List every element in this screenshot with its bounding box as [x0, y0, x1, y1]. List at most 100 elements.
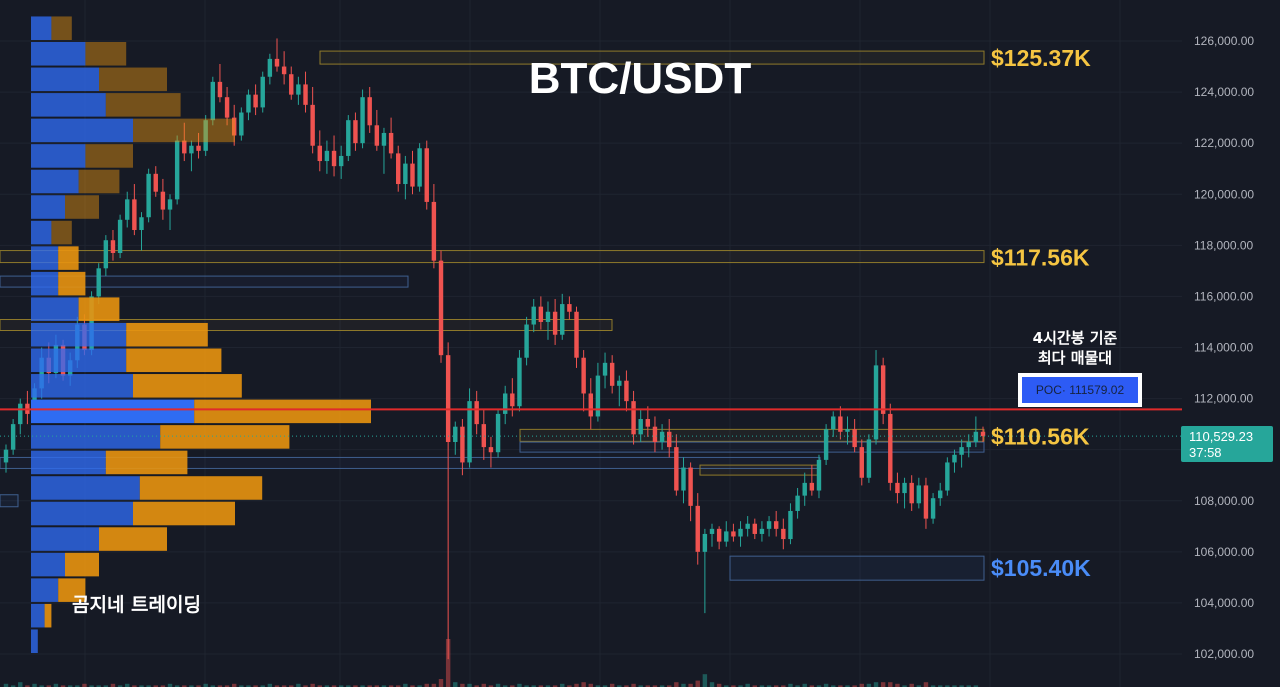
y-axis: 126,000.00 124,000.00 122,000.00 120,000.00… [1194, 34, 1254, 661]
profile-down-bar [51, 16, 72, 40]
y-tick-label: 126,000.00 [1194, 34, 1254, 48]
candle-body [303, 84, 308, 105]
candle-body [289, 74, 294, 95]
candle-body [146, 173, 151, 218]
candle-body [945, 462, 950, 491]
volume-bar [602, 685, 608, 687]
zone-125k [319, 50, 985, 65]
profile-down-bar [105, 93, 181, 117]
profile-up-bar [31, 42, 86, 66]
volume-bar [816, 685, 822, 687]
candle-body [952, 454, 957, 463]
candle-body [766, 521, 772, 529]
volume-bar [331, 685, 337, 687]
volume-bar [388, 685, 394, 687]
volume-bar [396, 685, 401, 687]
candle-body [125, 199, 130, 220]
profile-up-bar [31, 322, 127, 347]
zone-114k [0, 319, 613, 332]
candle-body [381, 132, 387, 146]
profile-down-bar [99, 527, 167, 551]
candle-body [224, 97, 230, 118]
profile-down-bar [85, 42, 127, 66]
candle-body [153, 173, 158, 192]
candle-body [681, 467, 686, 491]
profile-down-bar [78, 169, 120, 194]
volume-bar [60, 685, 66, 687]
candle-body [980, 431, 986, 437]
candle-body [781, 528, 786, 540]
volume-bar [845, 685, 850, 687]
volume-bar [32, 683, 37, 687]
candle-body [702, 533, 708, 552]
volume-bar [552, 685, 558, 687]
profile-up-bar [31, 552, 65, 577]
volume-bar [488, 685, 494, 687]
candle-body [716, 528, 722, 542]
candle-body [930, 498, 936, 519]
volume-bar [866, 683, 872, 687]
candle-body [624, 380, 629, 402]
profile-up-bar [31, 93, 106, 117]
candle-body [752, 523, 758, 534]
volume-bar [531, 685, 536, 687]
candle-body [317, 145, 322, 162]
volume-bar [203, 683, 208, 687]
candle-body [502, 393, 508, 414]
candle-body [545, 311, 551, 322]
candle-body [117, 219, 123, 253]
volume-bar [289, 685, 294, 687]
profile-down-bar [99, 67, 167, 92]
volume-bar [53, 683, 59, 687]
volume-bar [609, 683, 615, 687]
candle-body [674, 447, 679, 491]
volume-bar [702, 674, 708, 687]
candle-body [538, 306, 544, 322]
volume-bar [781, 685, 786, 687]
volume-bar [574, 683, 579, 687]
y-tick-label: 122,000.00 [1194, 136, 1254, 150]
profile-down-bar [126, 322, 208, 347]
volume-bar [588, 683, 593, 687]
candle-body [160, 191, 166, 210]
candle-body [495, 413, 501, 453]
volume-bar [25, 685, 30, 687]
candle-body [731, 531, 736, 537]
volume-bar [132, 685, 137, 687]
volume-bar [410, 685, 415, 687]
candle-body [96, 268, 101, 297]
candle-body [445, 355, 451, 443]
volume-bar [374, 685, 380, 687]
candle-body [595, 375, 601, 417]
volume-bar [652, 685, 658, 687]
candle-body [374, 125, 380, 146]
candle-body [388, 132, 394, 154]
poc-note-line1: 4시간봉 기준 [1033, 329, 1118, 347]
brand-watermark: 곰지네 트레이딩 [72, 594, 201, 616]
volume-bar [873, 682, 879, 687]
volume-bar [538, 685, 544, 687]
candle-body [296, 84, 301, 95]
profile-up-bar [31, 450, 106, 475]
candle-body [652, 426, 658, 443]
volume-bar [67, 685, 73, 687]
candle-body [338, 155, 344, 167]
volume-bar [438, 679, 444, 687]
volume-bar [567, 685, 572, 687]
volume-bar [895, 683, 900, 687]
candle-body [531, 306, 536, 325]
candle-body [217, 81, 223, 98]
candle-body [923, 485, 929, 519]
candle-body [10, 424, 16, 450]
current-price-value: 110,529.23 [1189, 429, 1253, 444]
candle-body [453, 426, 458, 443]
profile-up-bar [31, 297, 79, 321]
candle-body [788, 510, 793, 540]
candle-body [688, 467, 693, 506]
profile-down-bar [58, 271, 86, 296]
profile-down-bar [194, 399, 371, 424]
volume-bar [766, 685, 772, 687]
candle-body [795, 495, 800, 511]
candle-body [845, 429, 850, 432]
